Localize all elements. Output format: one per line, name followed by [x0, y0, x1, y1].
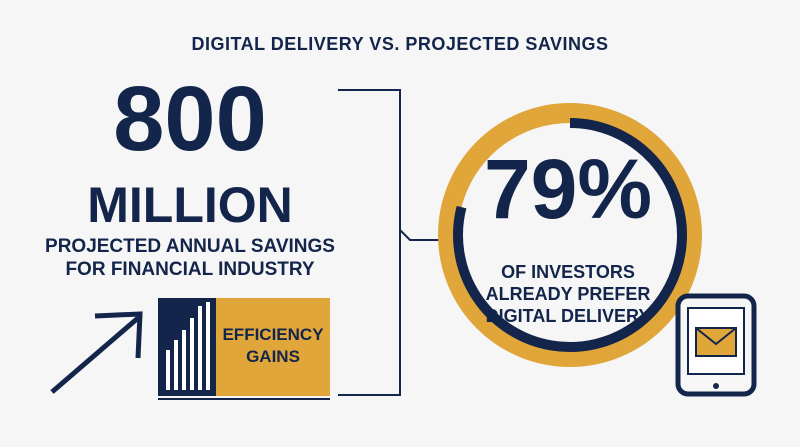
title: DIGITAL DELIVERY VS. PROJECTED SAVINGS: [191, 34, 608, 54]
ring-arc: [453, 118, 687, 352]
caption-line: ALREADY PREFER: [486, 284, 651, 304]
badge-line: GAINS: [246, 347, 300, 366]
percent-label: 79%: [484, 142, 652, 236]
tablet-icon: [675, 293, 757, 397]
big-number: 800: [113, 68, 267, 170]
caption-line: OF INVESTORS: [501, 262, 635, 282]
big-unit: MILLION: [87, 177, 293, 233]
caption-line: FOR FINANCIAL INDUSTRY: [65, 259, 314, 280]
growth-arrow: [50, 311, 143, 394]
efficiency-badge: [158, 298, 330, 400]
caption-line: DIGITAL DELIVERY: [486, 306, 651, 326]
caption-line: PROJECTED ANNUAL SAVINGS: [45, 236, 335, 257]
badge-line: EFFICIENCY: [222, 325, 324, 344]
ring-track: [438, 103, 702, 367]
